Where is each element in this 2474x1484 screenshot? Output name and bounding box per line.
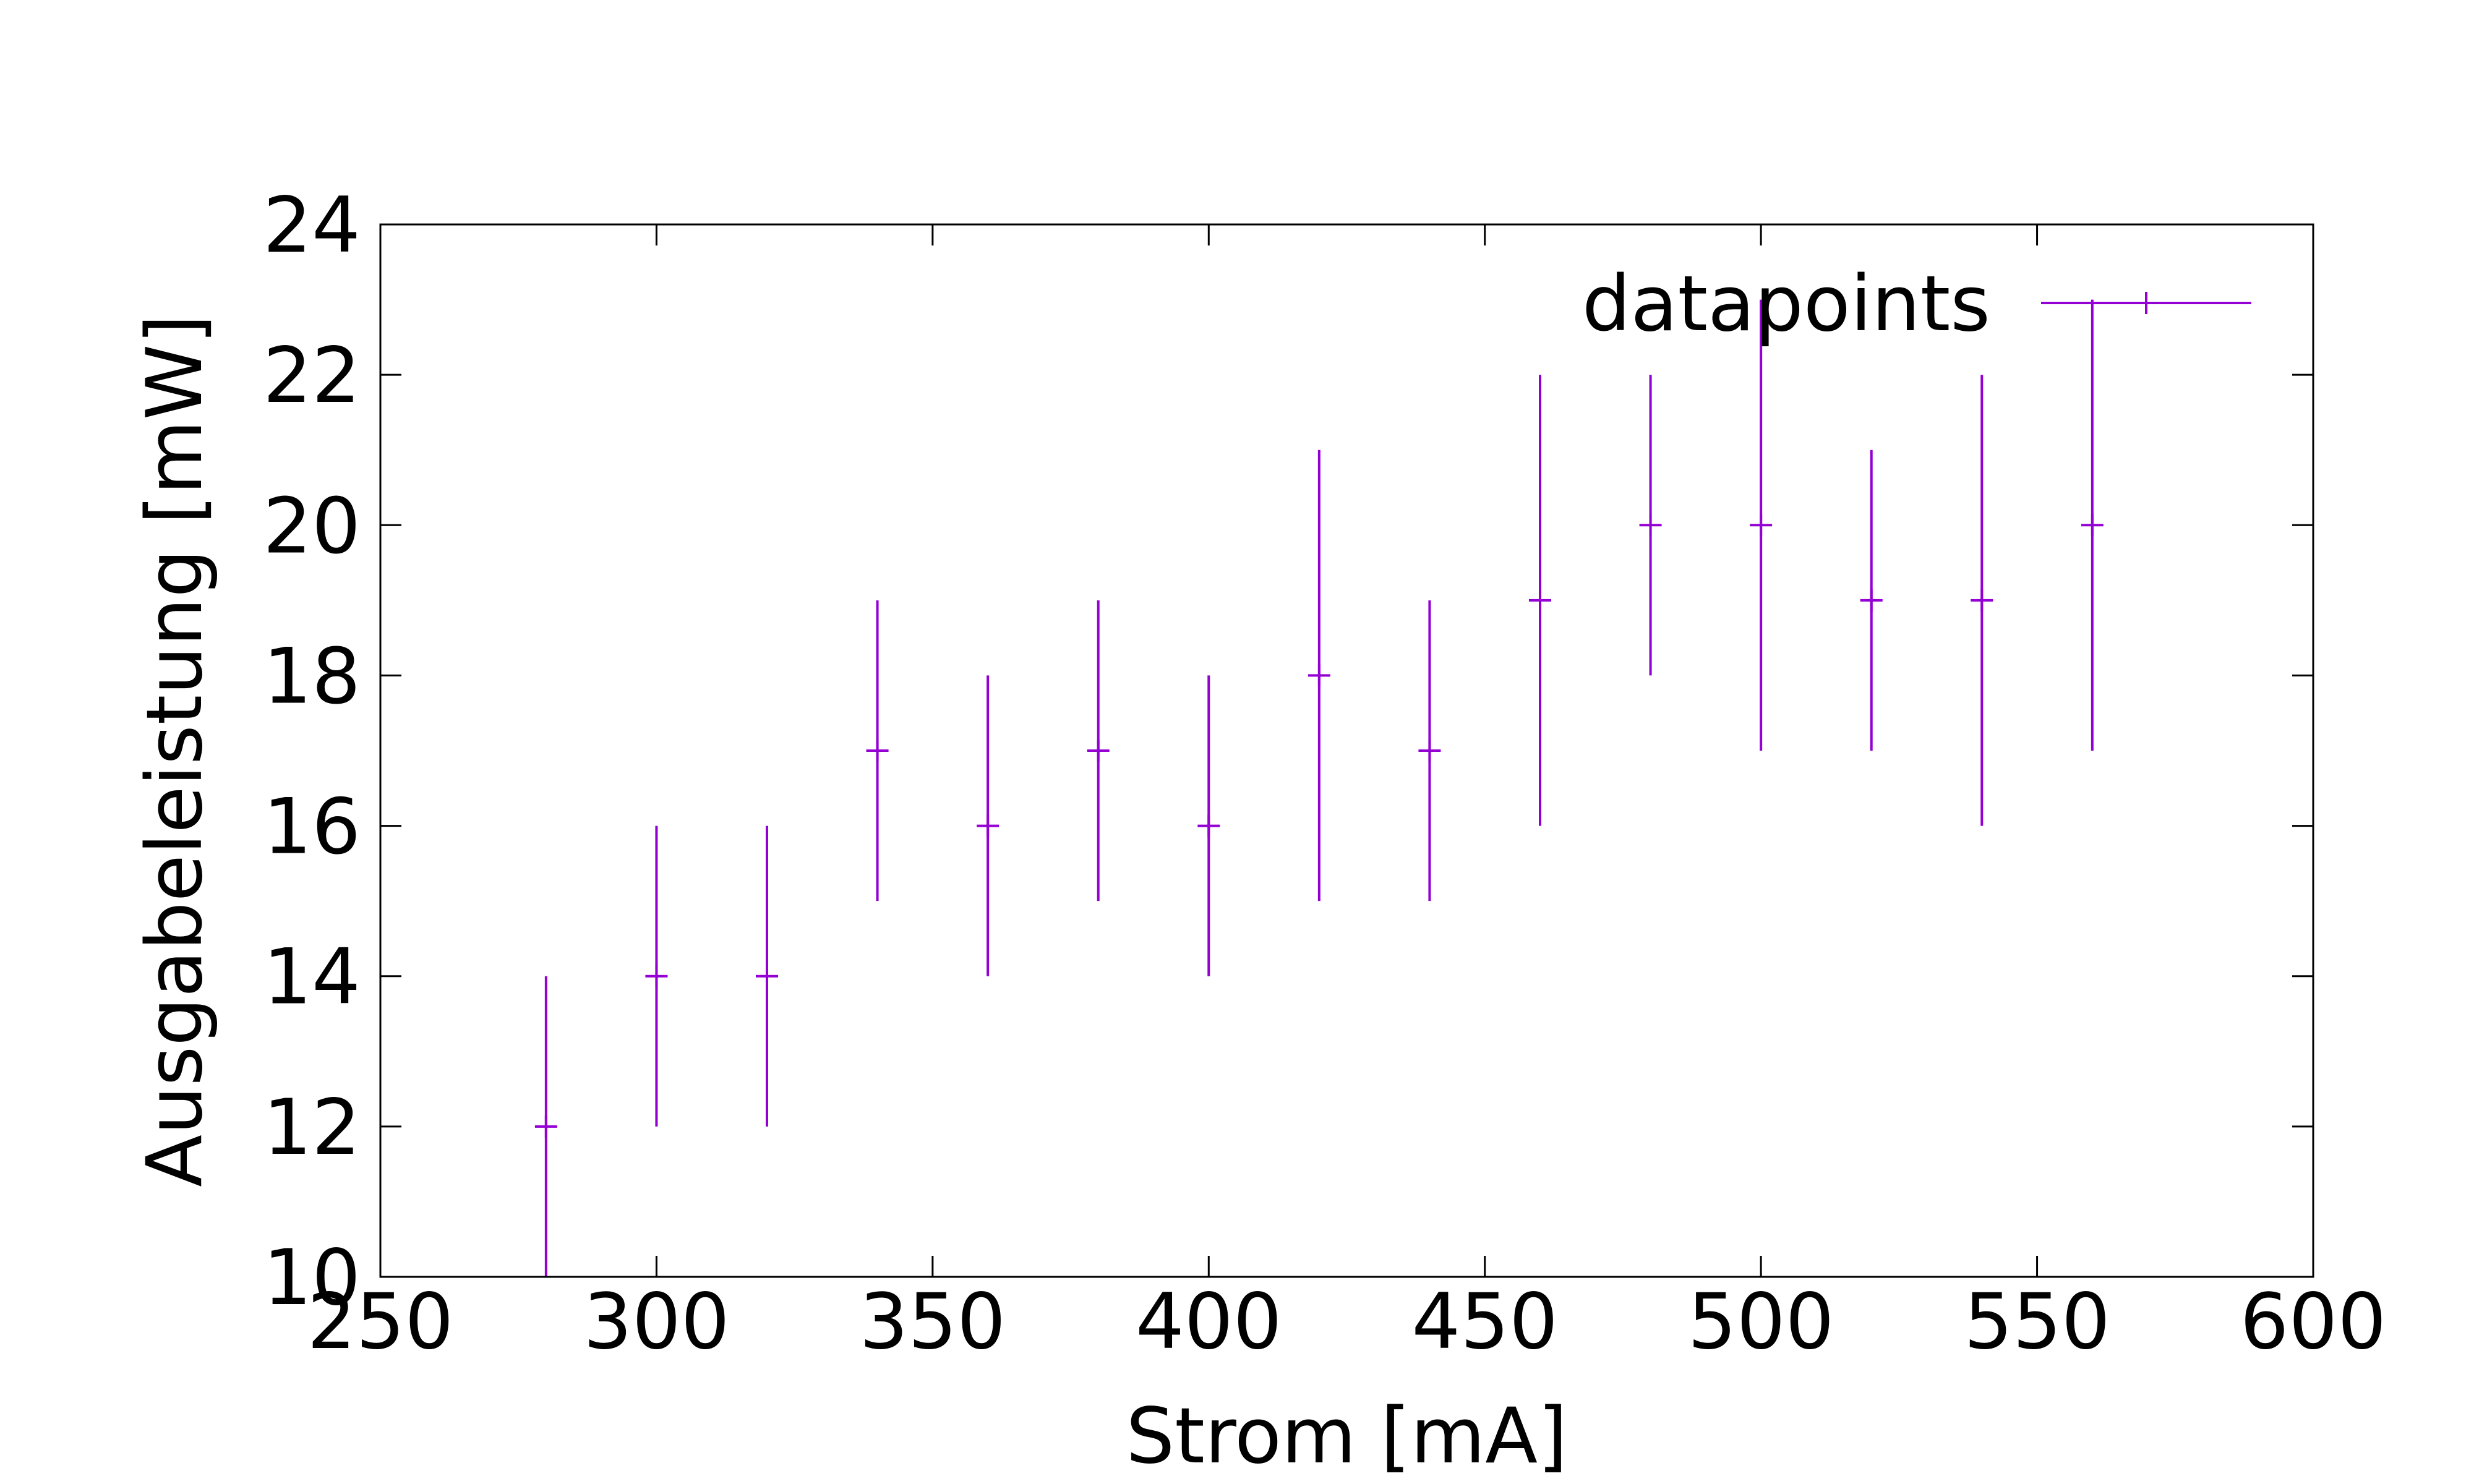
tick-labels: 250 300 350 400 450 500 550 600 10 12 14 16 18 20 22 24 <box>263 181 2386 1367</box>
x-tick-label: 600 <box>2240 1277 2387 1367</box>
plot-frame <box>379 223 2314 1278</box>
y-axis-title: Ausgabeleistung [mW] <box>131 314 220 1187</box>
data-point <box>1418 600 1441 902</box>
y-tick-label: 20 <box>263 482 361 571</box>
x-tick-label: 250 <box>307 1277 454 1367</box>
y-tick-label: 16 <box>263 783 361 872</box>
x-tick-label: 300 <box>583 1277 730 1367</box>
data-point <box>1639 375 1662 676</box>
legend: datapoints <box>1582 260 2251 349</box>
x-tick-label: 500 <box>1688 1277 1834 1367</box>
data-point <box>1860 450 1883 751</box>
x-tick-label: 400 <box>1136 1277 1282 1367</box>
legend-marker-sample <box>2135 292 2157 314</box>
data-point <box>977 675 999 976</box>
data-point <box>534 976 557 1277</box>
x-tick-label: 350 <box>860 1277 1006 1367</box>
y-tick-label: 18 <box>263 632 361 721</box>
data-point <box>866 600 889 902</box>
y-tick-label: 12 <box>263 1083 361 1172</box>
y-tick-label: 14 <box>263 933 361 1022</box>
data-point <box>1750 299 1773 751</box>
y-tick-label: 24 <box>263 181 361 270</box>
x-tick-label: 450 <box>1411 1277 1558 1367</box>
legend-label: datapoints <box>1582 260 1990 349</box>
x-tick-label: 550 <box>1964 1277 2110 1367</box>
y-tick-label: 10 <box>263 1234 361 1323</box>
y-tick-label: 22 <box>263 331 361 420</box>
data-point <box>1197 675 1220 976</box>
data-point <box>1529 375 1551 826</box>
data-point <box>645 825 668 1127</box>
data-point <box>1308 450 1330 902</box>
data-point <box>1971 375 1993 826</box>
data-point <box>2081 299 2104 751</box>
data-point <box>756 825 778 1127</box>
data-point <box>1087 600 1110 902</box>
x-axis-title: Strom [mA] <box>1126 1392 1567 1481</box>
series-layer <box>534 299 2104 1277</box>
